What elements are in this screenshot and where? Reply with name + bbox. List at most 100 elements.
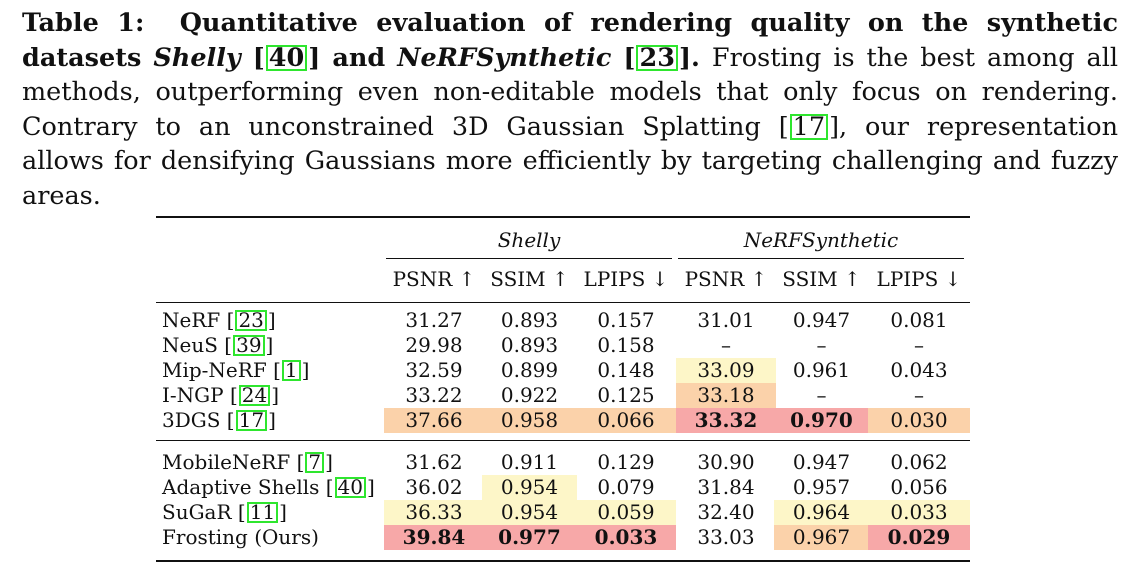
cite-link[interactable]: 17 bbox=[789, 113, 829, 140]
metric-value: 0.148 bbox=[597, 358, 655, 382]
caption-nerfsynthetic: NeRFSynthetic bbox=[397, 42, 612, 73]
metric-value: 32.40 bbox=[697, 500, 755, 524]
col-header: SSIM ↑ bbox=[782, 267, 861, 291]
cite-link[interactable]: 24 bbox=[238, 385, 271, 406]
metric-value: 0.964 bbox=[774, 500, 869, 525]
metric-value: 36.33 bbox=[384, 500, 484, 525]
method-name: 3DGS [17] bbox=[162, 408, 276, 432]
metric-value: 0.893 bbox=[500, 308, 559, 332]
metric-value: 0.899 bbox=[500, 358, 559, 382]
metric-value: 33.09 bbox=[676, 358, 776, 383]
metric-value: 0.029 bbox=[868, 525, 970, 550]
metric-value: 0.958 bbox=[482, 408, 577, 433]
method-label: 3DGS bbox=[162, 408, 221, 432]
metric-value: – bbox=[816, 333, 827, 357]
method-name: NeRF [23] bbox=[162, 308, 276, 332]
method-label: NeRF bbox=[162, 308, 221, 332]
cite-link[interactable]: 23 bbox=[636, 44, 678, 71]
metric-value: 39.84 bbox=[384, 525, 484, 550]
cite-link[interactable]: 23 bbox=[235, 310, 267, 331]
metric-value: 0.911 bbox=[500, 450, 559, 474]
group-header-shelly: Shelly bbox=[497, 228, 561, 252]
metric-value: 0.947 bbox=[792, 308, 851, 332]
metric-value: 33.22 bbox=[405, 383, 463, 407]
metric-value: 0.954 bbox=[482, 500, 577, 525]
cite-link[interactable]: 1 bbox=[281, 360, 301, 381]
metric-value: 0.030 bbox=[868, 408, 970, 433]
bottom-rule bbox=[156, 560, 970, 562]
metric-value: 0.158 bbox=[597, 333, 655, 357]
method-name: NeuS [39] bbox=[162, 333, 274, 357]
top-rule bbox=[156, 216, 970, 218]
metric-value: 0.967 bbox=[774, 525, 869, 550]
method-name: MobileNeRF [7] bbox=[162, 450, 333, 474]
metric-value: 31.84 bbox=[697, 475, 755, 499]
caption-label: Table 1: bbox=[22, 8, 145, 38]
metric-value: 33.03 bbox=[697, 525, 755, 549]
caption-and: and bbox=[332, 42, 386, 73]
metric-value: 30.90 bbox=[697, 450, 755, 474]
cite-link[interactable]: 39 bbox=[233, 335, 265, 356]
col-header: LPIPS ↓ bbox=[583, 267, 669, 291]
metric-value: 31.27 bbox=[405, 308, 463, 332]
method-label: I-NGP bbox=[162, 383, 224, 407]
method-label: MobileNeRF bbox=[162, 450, 291, 474]
metric-value: 37.66 bbox=[384, 408, 484, 433]
metric-value: 0.129 bbox=[597, 450, 655, 474]
method-name: Mip-NeRF [1] bbox=[162, 358, 310, 382]
metric-value: 0.970 bbox=[774, 408, 869, 433]
cite-link[interactable]: 7 bbox=[305, 452, 325, 473]
metric-value: – bbox=[816, 383, 827, 407]
metric-value: 0.079 bbox=[597, 475, 655, 499]
metric-value: 0.033 bbox=[868, 500, 970, 525]
metric-value: 0.081 bbox=[890, 308, 948, 332]
metric-value: 29.98 bbox=[405, 333, 463, 357]
cite-link[interactable]: 17 bbox=[235, 410, 268, 431]
table-caption: Table 1: Quantitative evaluation of rend… bbox=[22, 8, 1119, 211]
group-rule-shelly bbox=[386, 258, 672, 259]
caption-title: Quantitative evaluation of rendering qua… bbox=[22, 8, 1119, 73]
metric-value: 36.02 bbox=[405, 475, 463, 499]
metric-value: 0.066 bbox=[576, 408, 676, 433]
metric-value: 0.125 bbox=[597, 383, 655, 407]
metric-value: 31.62 bbox=[405, 450, 463, 474]
metric-value: 33.32 bbox=[676, 408, 776, 433]
metric-value: 0.893 bbox=[500, 333, 559, 357]
metric-value: 32.59 bbox=[405, 358, 463, 382]
cite-link[interactable]: 40 bbox=[265, 44, 308, 71]
metric-value: 0.056 bbox=[890, 475, 948, 499]
col-header: PSNR ↑ bbox=[392, 267, 476, 291]
metric-value: 0.954 bbox=[482, 475, 577, 500]
metric-value: 0.157 bbox=[597, 308, 655, 332]
method-label: SuGaR bbox=[162, 500, 232, 524]
metric-value: 0.922 bbox=[500, 383, 559, 407]
method-label: Frosting (Ours) bbox=[162, 525, 319, 549]
metric-value: 0.062 bbox=[890, 450, 948, 474]
metric-value: 31.01 bbox=[697, 308, 755, 332]
metric-value: 0.957 bbox=[792, 475, 851, 499]
method-name: Frosting (Ours) bbox=[162, 525, 319, 550]
group-header-nerfsynthetic: NeRFSynthetic bbox=[743, 228, 899, 252]
method-label: NeuS bbox=[162, 333, 218, 357]
group-rule-nerfsynthetic bbox=[678, 258, 964, 259]
metric-value: 0.961 bbox=[792, 358, 851, 382]
metric-value: – bbox=[914, 383, 924, 407]
metric-value: 0.059 bbox=[576, 500, 676, 525]
metric-value: 0.033 bbox=[576, 525, 676, 550]
caption-body: Frosting is the best among all methods, … bbox=[22, 42, 1119, 142]
metric-value: 0.947 bbox=[792, 450, 851, 474]
method-label: Mip-NeRF bbox=[162, 358, 267, 382]
metric-value: 33.18 bbox=[676, 383, 776, 408]
method-label: Adaptive Shells bbox=[162, 475, 320, 499]
metric-value: 0.977 bbox=[482, 525, 577, 550]
method-name: SuGaR [11] bbox=[162, 500, 287, 524]
col-header: SSIM ↑ bbox=[490, 267, 569, 291]
metric-value: – bbox=[721, 333, 731, 357]
col-header: PSNR ↑ bbox=[684, 267, 768, 291]
cite-link[interactable]: 40 bbox=[334, 477, 366, 498]
metric-value: 0.043 bbox=[890, 358, 948, 382]
section-rule bbox=[156, 440, 970, 441]
method-name: I-NGP [24] bbox=[162, 383, 280, 407]
caption-body-end: , our representation allows for densifyi… bbox=[22, 111, 1118, 211]
cite-link[interactable]: 11 bbox=[246, 502, 279, 523]
